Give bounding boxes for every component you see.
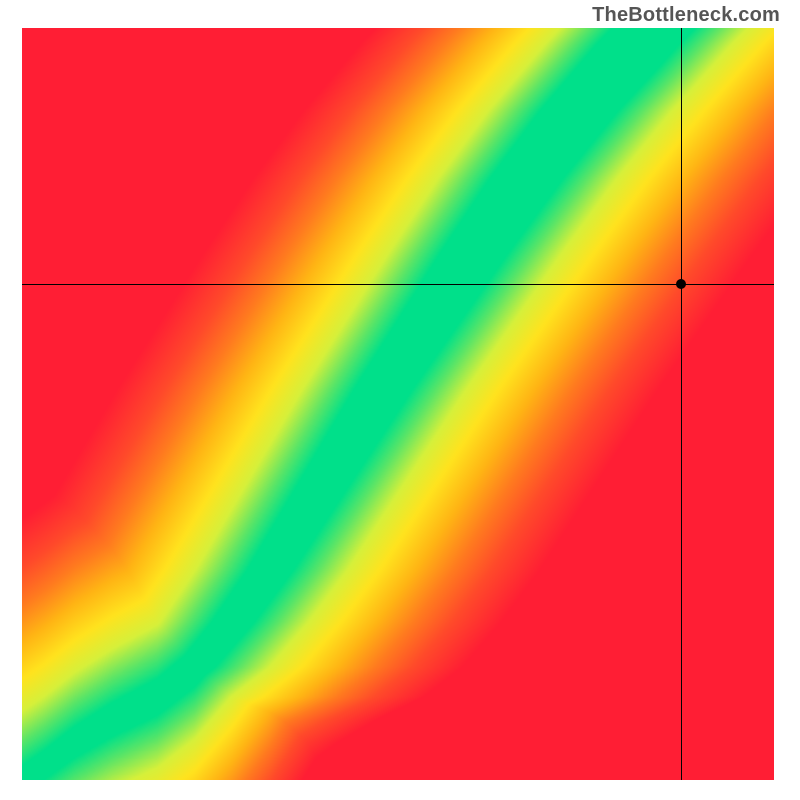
- crosshair-marker: [676, 279, 686, 289]
- crosshair-horizontal: [22, 284, 774, 285]
- heatmap-chart: [22, 28, 774, 780]
- heatmap-canvas: [22, 28, 774, 780]
- crosshair-vertical: [681, 28, 682, 780]
- watermark-text: TheBottleneck.com: [592, 4, 780, 27]
